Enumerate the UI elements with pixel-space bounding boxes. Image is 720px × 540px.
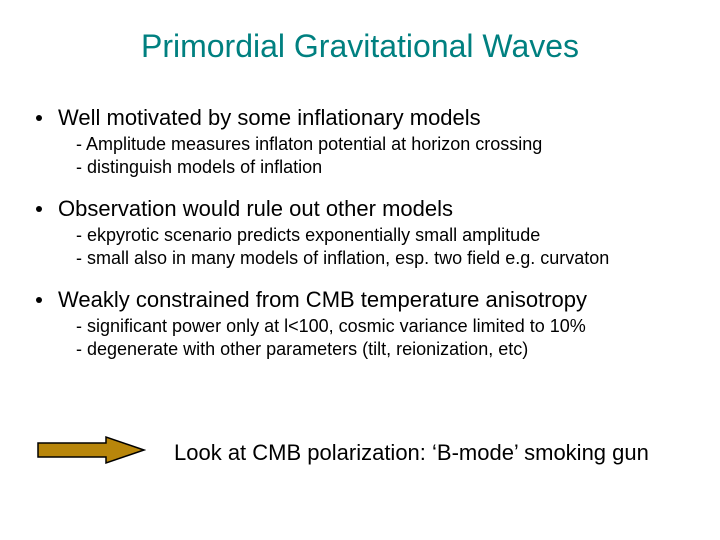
- sub-line: - distinguish models of inflation: [76, 156, 692, 179]
- conclusion-row: Look at CMB polarization: ‘B-mode’ smoki…: [28, 435, 692, 470]
- sub-line: - significant power only at l<100, cosmi…: [76, 315, 692, 338]
- bullet-main: Well motivated by some inflationary mode…: [28, 105, 692, 131]
- bullet-dot-icon: [36, 206, 42, 212]
- bullet-subs: - ekpyrotic scenario predicts exponentia…: [76, 224, 692, 269]
- bullet-subs: - Amplitude measures inflaton potential …: [76, 133, 692, 178]
- bullet-main: Weakly constrained from CMB temperature …: [28, 287, 692, 313]
- arrow-icon: [36, 435, 146, 470]
- sub-line: - small also in many models of inflation…: [76, 247, 692, 270]
- bullet-main-text: Well motivated by some inflationary mode…: [58, 105, 481, 131]
- conclusion-text: Look at CMB polarization: ‘B-mode’ smoki…: [174, 440, 649, 466]
- bullet-main-text: Weakly constrained from CMB temperature …: [58, 287, 587, 313]
- bullet-block-2: Weakly constrained from CMB temperature …: [28, 287, 692, 360]
- sub-line: - ekpyrotic scenario predicts exponentia…: [76, 224, 692, 247]
- bullet-main-text: Observation would rule out other models: [58, 196, 453, 222]
- sub-line: - Amplitude measures inflaton potential …: [76, 133, 692, 156]
- slide: Primordial Gravitational Waves Well moti…: [0, 0, 720, 540]
- arrow-shape: [38, 437, 144, 463]
- bullet-main: Observation would rule out other models: [28, 196, 692, 222]
- bullet-dot-icon: [36, 297, 42, 303]
- bullet-subs: - significant power only at l<100, cosmi…: [76, 315, 692, 360]
- bullet-block-0: Well motivated by some inflationary mode…: [28, 105, 692, 178]
- slide-title: Primordial Gravitational Waves: [28, 28, 692, 65]
- bullet-dot-icon: [36, 115, 42, 121]
- bullet-block-1: Observation would rule out other models …: [28, 196, 692, 269]
- sub-line: - degenerate with other parameters (tilt…: [76, 338, 692, 361]
